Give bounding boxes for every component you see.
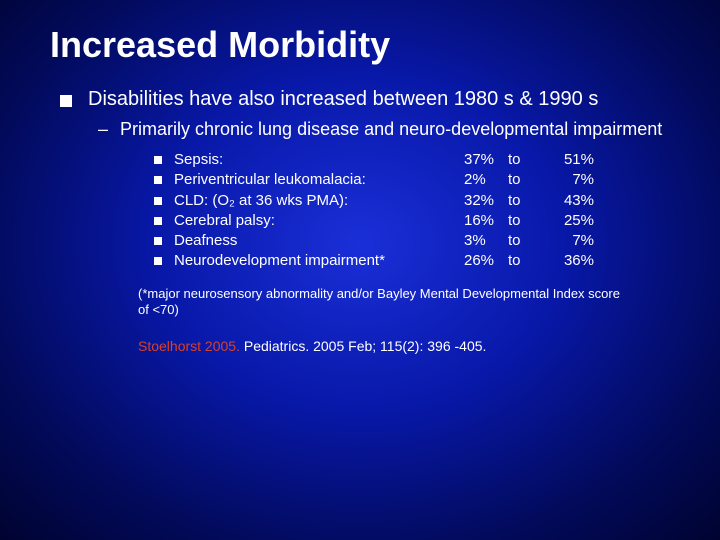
slide-title: Increased Morbidity [50, 24, 670, 66]
bullet-level1: Disabilities have also increased between… [50, 88, 670, 111]
item-value-to: 43% [544, 191, 594, 211]
list-item: Cerebral palsy: 16% to 25% [154, 211, 670, 231]
item-label: Neurodevelopment impairment* [174, 251, 464, 271]
square-bullet-icon [154, 156, 162, 164]
list-item: Sepsis: 37% to 51% [154, 150, 670, 170]
level1-text: Disabilities have also increased between… [88, 88, 598, 111]
item-value-from: 3% [464, 231, 508, 251]
list-item: Neurodevelopment impairment* 26% to 36% [154, 251, 670, 271]
square-bullet-icon [154, 197, 162, 205]
citation-author: Stoelhorst 2005. [138, 338, 240, 354]
item-value-to: 7% [544, 231, 594, 251]
citation: Stoelhorst 2005. Pediatrics. 2005 Feb; 1… [50, 338, 670, 354]
citation-detail: Pediatrics. 2005 Feb; 115(2): 396 -405. [240, 338, 486, 354]
item-value-from: 2% [464, 170, 508, 190]
square-bullet-icon [154, 257, 162, 265]
footnote: (*major neurosensory abnormality and/or … [50, 286, 670, 319]
square-bullet-icon [60, 95, 72, 107]
list-item: Deafness 3% to 7% [154, 231, 670, 251]
item-value-to: 51% [544, 150, 594, 170]
item-value-from: 32% [464, 191, 508, 211]
square-bullet-icon [154, 176, 162, 184]
item-value-to: 36% [544, 251, 594, 271]
item-to: to [508, 251, 544, 271]
item-label: CLD: (O₂ at 36 wks PMA): [174, 191, 464, 211]
square-bullet-icon [154, 217, 162, 225]
level2-text: Primarily chronic lung disease and neuro… [120, 119, 662, 140]
list-item: Periventricular leukomalacia: 2% to 7% [154, 170, 670, 190]
square-bullet-icon [154, 237, 162, 245]
item-value-from: 16% [464, 211, 508, 231]
item-to: to [508, 211, 544, 231]
item-value-to: 25% [544, 211, 594, 231]
item-value-from: 26% [464, 251, 508, 271]
item-to: to [508, 231, 544, 251]
item-value-to: 7% [544, 170, 594, 190]
bullet-level2: – Primarily chronic lung disease and neu… [50, 119, 670, 140]
item-label: Periventricular leukomalacia: [174, 170, 464, 190]
item-label: Deafness [174, 231, 464, 251]
item-label: Sepsis: [174, 150, 464, 170]
item-value-from: 37% [464, 150, 508, 170]
list-item: CLD: (O₂ at 36 wks PMA): 32% to 43% [154, 191, 670, 211]
item-to: to [508, 170, 544, 190]
data-list: Sepsis: 37% to 51% Periventricular leuko… [50, 150, 670, 272]
dash-bullet-icon: – [98, 119, 108, 140]
item-label: Cerebral palsy: [174, 211, 464, 231]
item-to: to [508, 150, 544, 170]
item-to: to [508, 191, 544, 211]
